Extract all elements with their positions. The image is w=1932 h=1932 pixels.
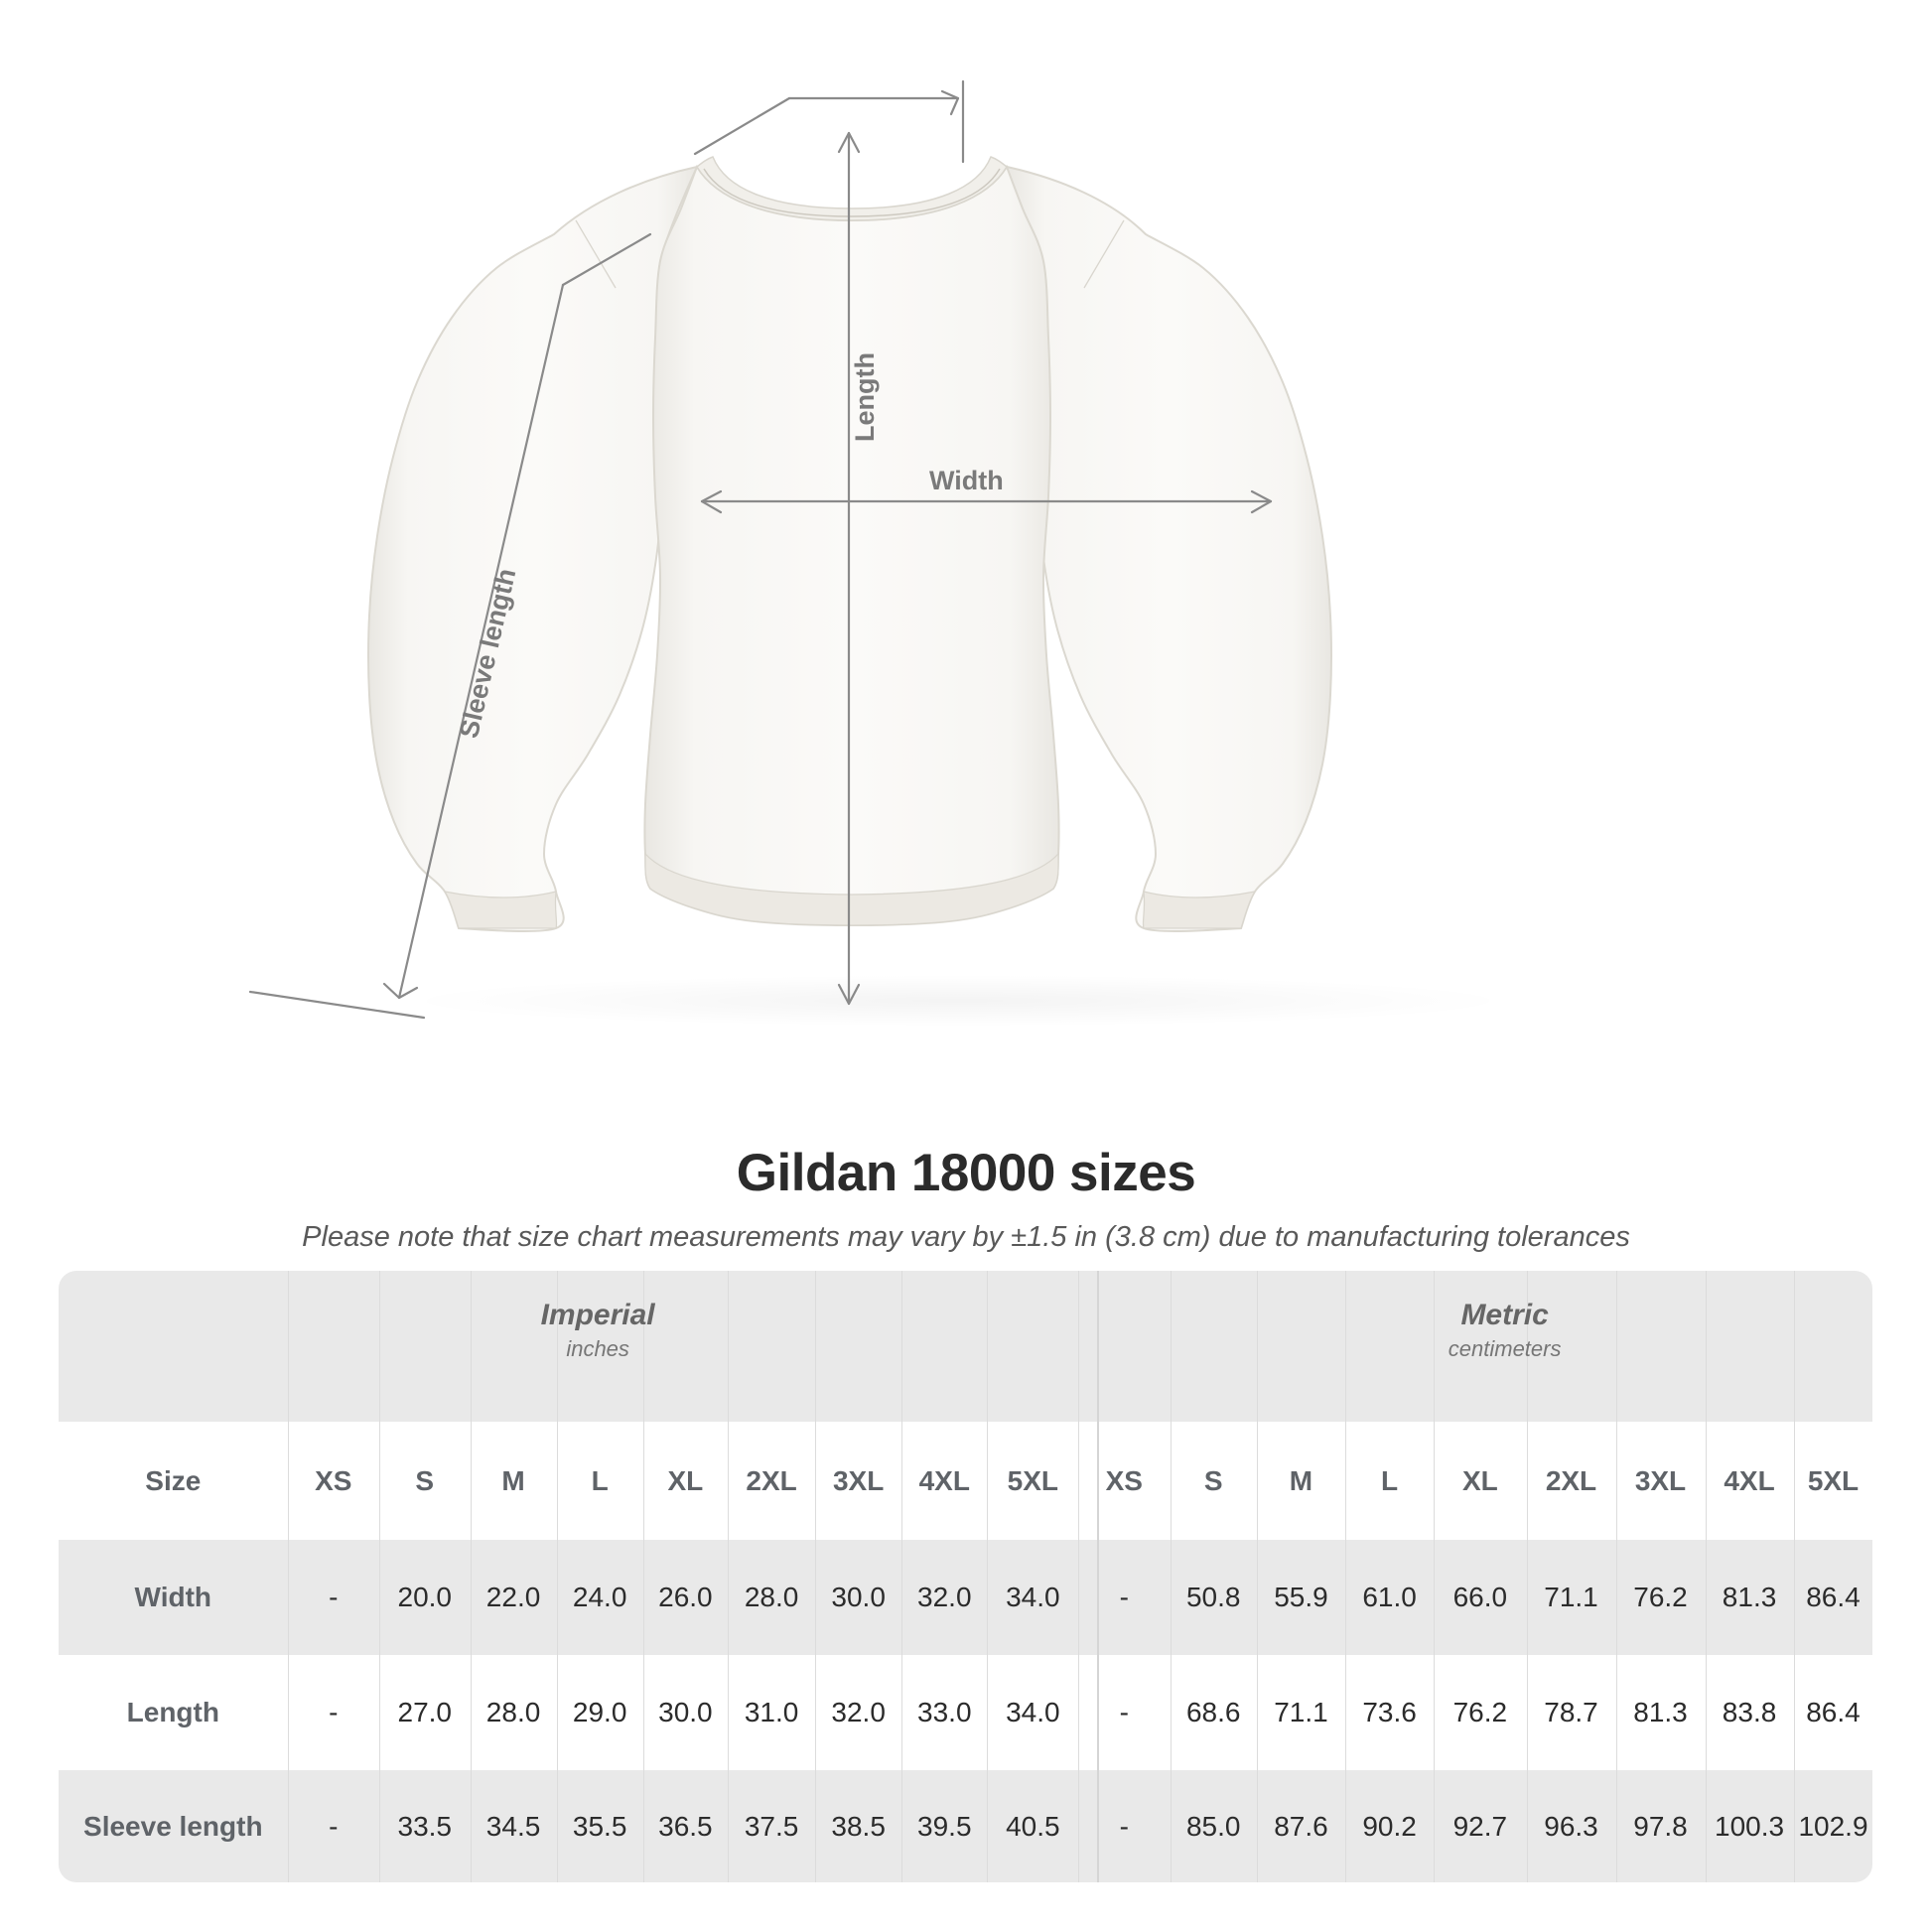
svg-text:Length: Length xyxy=(850,352,880,442)
svg-text:Width: Width xyxy=(929,466,1004,495)
